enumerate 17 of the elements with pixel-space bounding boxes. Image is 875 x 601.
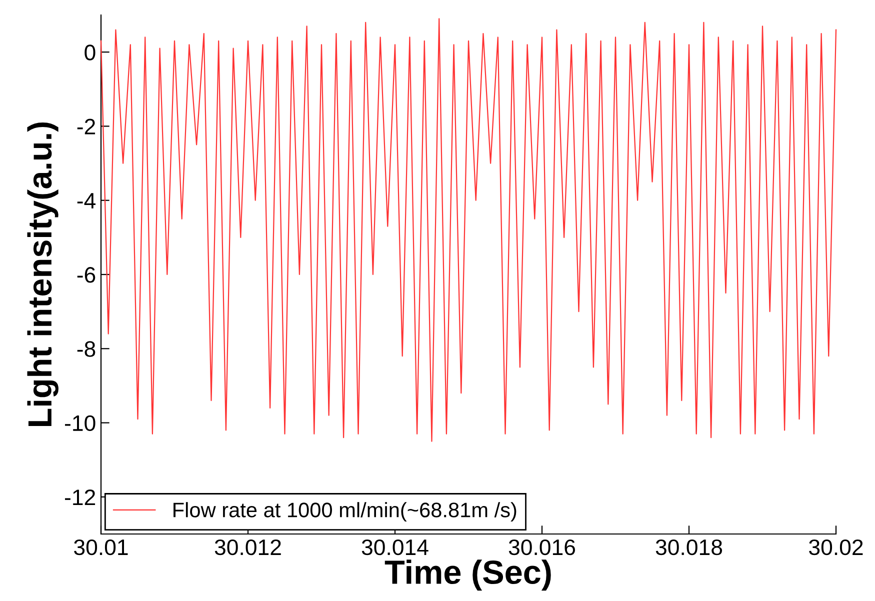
x-tick-label: 30.012 [214,539,281,556]
y-tick-label: -6 [77,267,96,283]
y-tick-label: -8 [77,341,96,357]
x-tick-label: 30.01 [74,539,128,556]
x-tick-label: 30.018 [656,539,722,556]
y-tick-label: -2 [77,118,96,134]
y-tick-label: -12 [65,489,96,505]
x-tick-label: 30.02 [809,539,863,556]
x-axis-title: Time (Sec) [384,560,551,591]
legend-label: Flow rate at 1000 ml/min(~68.81m /s) [174,502,516,522]
line-series [100,18,837,442]
y-axis-title: Light intensity(a.u.) [27,122,58,426]
x-tick-label: 30.016 [508,539,576,556]
y-tick-label: -10 [65,415,96,432]
y-tick-label: 0 [84,44,96,60]
x-tick-label: 30.014 [362,539,428,556]
y-tick-label: -4 [77,193,96,208]
